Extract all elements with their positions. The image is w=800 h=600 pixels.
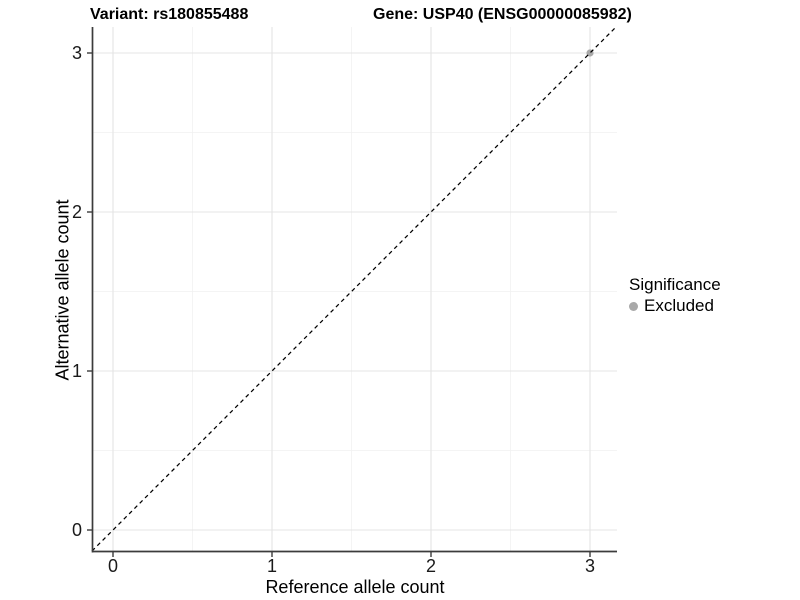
y-tick-3: 3: [71, 43, 82, 63]
x-tick-0: 0: [107, 556, 119, 576]
gridlines-minor: [92, 27, 617, 552]
legend-title: Significance: [629, 275, 721, 294]
gridlines-major: [92, 27, 617, 552]
axis-tick-marks: [87, 52, 591, 557]
y-tick-2: 2: [71, 202, 82, 222]
identity-dashed-line: [91, 27, 617, 552]
x-axis-title: Reference allele count: [265, 577, 445, 597]
plot-panel: [87, 27, 617, 557]
plot-title-variant: Variant: rs180855488: [90, 6, 249, 23]
y-tick-1: 1: [71, 361, 82, 381]
x-tick-2: 2: [425, 556, 437, 576]
legend-item-label: Excluded: [644, 296, 714, 315]
legend: Significance Excluded: [629, 275, 721, 315]
y-tick-0: 0: [71, 520, 82, 540]
plot-title-gene: Gene: USP40 (ENSG00000085982): [373, 6, 632, 23]
legend-item-excluded: Excluded: [629, 297, 721, 315]
x-tick-3: 3: [584, 556, 596, 576]
excluded-point-swatch-icon: [629, 301, 638, 311]
y-axis-title: Alternative allele count: [52, 199, 73, 381]
x-tick-1: 1: [266, 556, 278, 576]
